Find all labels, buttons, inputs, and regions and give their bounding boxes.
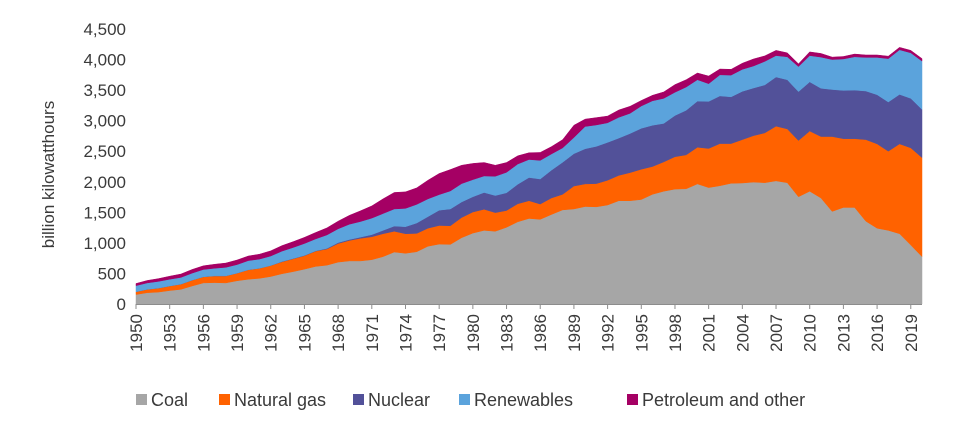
legend-item-natural-gas: Natural gas	[219, 390, 326, 410]
x-tick-label: 1998	[666, 314, 685, 352]
y-tick-label: 4,000	[83, 51, 126, 70]
x-tick-label: 1995	[632, 314, 651, 352]
x-tick-label: 1986	[531, 314, 550, 352]
legend-item-coal: Coal	[136, 390, 188, 410]
x-tick-label: 2019	[902, 314, 921, 352]
x-tick-label: 1953	[161, 314, 180, 352]
x-tick-label: 1950	[127, 314, 146, 352]
y-tick-label: 2,000	[83, 173, 126, 192]
x-tick-label: 1974	[396, 314, 415, 352]
legend-label: Nuclear	[368, 390, 430, 410]
legend-swatch	[136, 394, 147, 405]
x-tick-label: 1971	[363, 314, 382, 352]
legend: Coal Natural gas Nuclear Renewables Petroleu…	[136, 390, 805, 410]
x-tick-label: 2010	[801, 314, 820, 352]
y-tick-label: 1,000	[83, 234, 126, 253]
legend-label: Natural gas	[234, 390, 326, 410]
legend-label: Coal	[151, 390, 188, 410]
x-tick-label: 1965	[295, 314, 314, 352]
y-tick-labels: 0 500 1,000 1,500 2,000 2,500 3,000 3,500 4,000 4…	[83, 20, 126, 314]
x-tick-label: 1989	[565, 314, 584, 352]
y-tick-label: 1,500	[83, 203, 126, 222]
y-tick-label: 4,500	[83, 20, 126, 39]
x-tick-label: 1983	[498, 314, 517, 352]
x-tick-label: 1962	[262, 314, 281, 352]
legend-item-petroleum-and-other: Petroleum and other	[627, 390, 805, 410]
area-petroleum-and-other	[135, 47, 923, 286]
legend-swatch	[627, 394, 638, 405]
x-tick-label: 1977	[430, 314, 449, 352]
x-tick-label: 2013	[834, 314, 853, 352]
legend-swatch	[459, 394, 470, 405]
x-tick-label: 1980	[464, 314, 483, 352]
legend-item-nuclear: Nuclear	[353, 390, 430, 410]
y-tick-label: 2,500	[83, 142, 126, 161]
x-tick-label: 2004	[733, 314, 752, 352]
x-tick-label: 1992	[599, 314, 618, 352]
y-tick-label: 0	[117, 295, 126, 314]
x-tick-label: 1959	[228, 314, 247, 352]
x-tick-label: 2007	[767, 314, 786, 352]
x-tick-labels: 1950 1953 1956 1959 1962 1965 1968 1971 1974 1977…	[127, 304, 921, 352]
legend-swatch	[219, 394, 230, 405]
legend-label: Petroleum and other	[642, 390, 805, 410]
y-tick-label: 3,500	[83, 81, 126, 100]
area-layers	[135, 47, 923, 305]
legend-label: Renewables	[474, 390, 573, 410]
x-tick-label: 1956	[194, 314, 213, 352]
x-tick-label: 2001	[700, 314, 719, 352]
y-tick-label: 500	[98, 264, 126, 283]
y-axis-label: billion kilowatthours	[39, 101, 58, 248]
y-tick-label: 3,000	[83, 112, 126, 131]
legend-swatch	[353, 394, 364, 405]
x-tick-label: 2016	[868, 314, 887, 352]
legend-item-renewables: Renewables	[459, 390, 573, 410]
x-tick-label: 1968	[329, 314, 348, 352]
